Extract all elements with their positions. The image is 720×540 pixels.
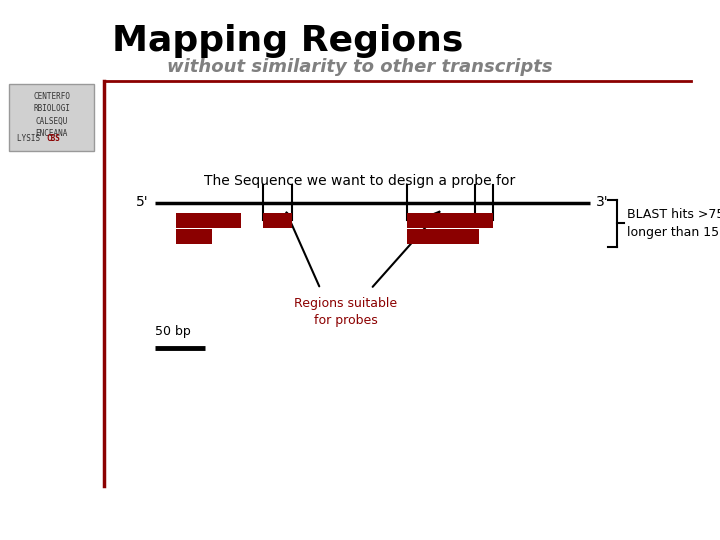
- Text: 50 bp: 50 bp: [155, 325, 191, 338]
- Bar: [263, 213, 292, 228]
- Text: BLAST hits >75% &
longer than 15bp: BLAST hits >75% & longer than 15bp: [627, 208, 720, 239]
- Text: ENCEANA: ENCEANA: [36, 129, 68, 138]
- FancyBboxPatch shape: [9, 84, 94, 151]
- Text: CALSEQU: CALSEQU: [36, 117, 68, 126]
- Text: 5': 5': [136, 195, 149, 210]
- Bar: [407, 229, 479, 244]
- Text: without similarity to other transcripts: without similarity to other transcripts: [167, 58, 553, 77]
- Bar: [176, 229, 212, 244]
- Text: LYSIS: LYSIS: [17, 134, 45, 143]
- Bar: [407, 213, 493, 228]
- Text: CBS: CBS: [47, 134, 60, 143]
- Text: The Sequence we want to design a probe for: The Sequence we want to design a probe f…: [204, 174, 516, 188]
- Bar: [176, 213, 241, 228]
- Text: CENTERFO: CENTERFO: [33, 92, 71, 101]
- Text: Mapping Regions: Mapping Regions: [112, 24, 463, 57]
- Text: RBIOLOGI: RBIOLOGI: [33, 104, 71, 113]
- Text: 3': 3': [596, 195, 609, 210]
- Text: Regions suitable
for probes: Regions suitable for probes: [294, 297, 397, 327]
